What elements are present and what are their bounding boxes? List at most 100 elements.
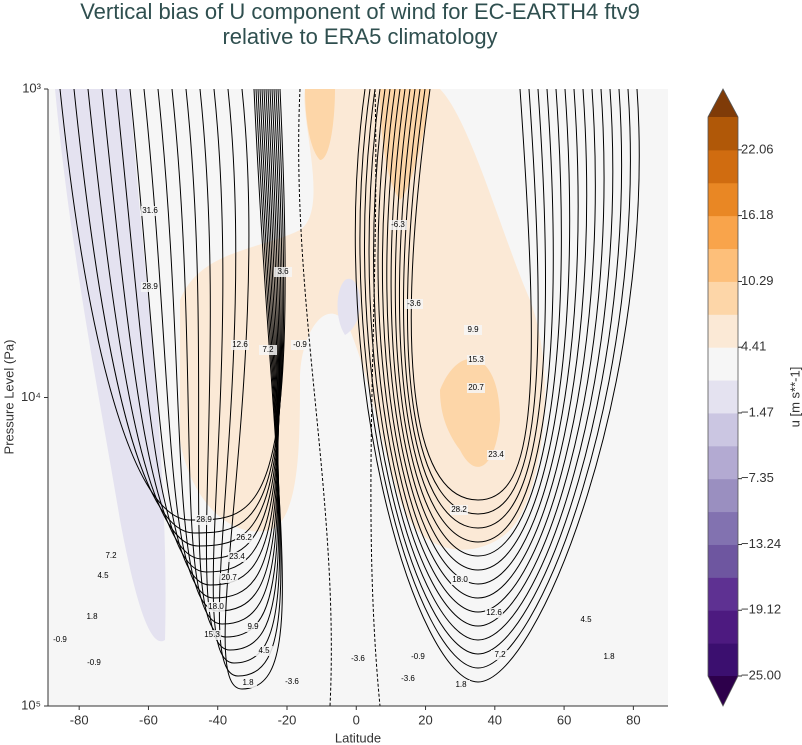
contour-label-bg bbox=[349, 654, 367, 664]
contour-label: 1.8 bbox=[242, 678, 254, 687]
colorbar-band bbox=[708, 445, 738, 480]
contour-line bbox=[370, 89, 381, 706]
contour-label: -3.6 bbox=[285, 677, 299, 686]
colorbar-extend bbox=[708, 89, 738, 117]
contour-label-bg bbox=[203, 630, 221, 640]
contour-label: 9.9 bbox=[247, 622, 259, 631]
contour-label: 23.4 bbox=[229, 552, 245, 561]
contour-label-bg bbox=[235, 533, 253, 543]
contour-line bbox=[354, 89, 640, 683]
contour-label: 28.2 bbox=[451, 505, 467, 514]
contour-line bbox=[224, 89, 283, 690]
contour-label: 12.6 bbox=[486, 608, 502, 617]
x-tick-label: 80 bbox=[626, 712, 640, 727]
x-tick-label: 20 bbox=[418, 712, 432, 727]
contour-label: 20.7 bbox=[468, 383, 484, 392]
contour-label: 1.8 bbox=[603, 652, 615, 661]
contour-label: 28.9 bbox=[142, 282, 158, 291]
contour-label-bg bbox=[220, 573, 238, 583]
colorbar-band bbox=[708, 478, 738, 513]
x-tick-label: 60 bbox=[557, 712, 571, 727]
contour-label: 7.2 bbox=[494, 650, 506, 659]
contour-label: 7.2 bbox=[105, 551, 117, 560]
x-tick-label: 0 bbox=[353, 712, 360, 727]
contour-line bbox=[359, 89, 631, 669]
contour-label: -6.3 bbox=[391, 220, 405, 229]
contour-line bbox=[373, 89, 605, 627]
contour-label: -0.9 bbox=[87, 658, 101, 667]
contour-label-bg bbox=[102, 551, 120, 561]
contour-label-bg bbox=[450, 505, 468, 515]
contour-label: -3.6 bbox=[407, 299, 421, 308]
contour-line bbox=[410, 89, 532, 501]
colorbar-tick-label: 16.18 bbox=[741, 207, 774, 222]
contour-label-bg bbox=[405, 299, 423, 309]
contour-label: 4.5 bbox=[580, 615, 592, 624]
colorbar-band bbox=[708, 149, 738, 184]
contour-label: 31.6 bbox=[142, 206, 158, 215]
positive-region bbox=[380, 89, 430, 200]
colorbar-tick-label: −7.35 bbox=[741, 470, 774, 485]
y-tick-label: 10⁴ bbox=[21, 389, 41, 404]
contour-label-bg bbox=[409, 652, 427, 662]
contour-label-bg bbox=[577, 615, 595, 625]
contour-label-bg bbox=[94, 571, 112, 581]
contour-line bbox=[398, 89, 554, 543]
colorbar-band bbox=[708, 347, 738, 381]
contour-label-bg bbox=[239, 678, 257, 688]
contour-label: -0.9 bbox=[411, 652, 425, 661]
contour-label: 15.3 bbox=[468, 355, 484, 364]
x-tick-label: -40 bbox=[208, 712, 227, 727]
chart-subtitle: relative to ERA5 climatology bbox=[222, 24, 497, 49]
colorbar-extend bbox=[708, 676, 738, 706]
colorbar-band bbox=[708, 511, 738, 545]
contour-label: -0.9 bbox=[293, 340, 307, 349]
positive-region bbox=[305, 89, 335, 160]
contour-label: 1.8 bbox=[455, 680, 467, 689]
colorbar-band bbox=[708, 577, 738, 611]
contour-label-bg bbox=[389, 220, 407, 230]
contour-label-bg bbox=[491, 650, 509, 660]
colorbar-band bbox=[708, 610, 738, 644]
x-tick-label: -60 bbox=[139, 712, 158, 727]
contour-line bbox=[368, 89, 614, 641]
contour-line bbox=[386, 89, 579, 585]
contour-label-bg bbox=[464, 325, 482, 335]
contour-label-bg bbox=[255, 646, 273, 656]
colorbar-band bbox=[708, 544, 738, 578]
colorbar-tick-label: −25.00 bbox=[741, 667, 781, 682]
contour-line bbox=[390, 89, 571, 571]
contour-label: 4.5 bbox=[258, 646, 270, 655]
contour-label: 18.0 bbox=[208, 602, 224, 611]
contour-label: 18.0 bbox=[452, 575, 468, 584]
colorbar-tick-label: 22.06 bbox=[741, 141, 774, 156]
contour-line bbox=[218, 89, 282, 677]
contour-label-bg bbox=[195, 515, 213, 525]
contour-label-bg bbox=[244, 622, 262, 632]
contour-label-bg bbox=[83, 612, 101, 622]
colorbar-band bbox=[708, 117, 738, 151]
contour-label: 26.2 bbox=[236, 533, 252, 542]
contour-line bbox=[199, 89, 280, 651]
contour-label-bg bbox=[85, 658, 103, 668]
y-tick-label: 10³ bbox=[22, 80, 41, 95]
contour-label: 3.6 bbox=[277, 267, 289, 276]
chart-title: Vertical bias of U component of wind for… bbox=[80, 0, 640, 24]
colorbar-band bbox=[708, 248, 738, 282]
contour-label-bg bbox=[452, 680, 470, 690]
contour-label-bg bbox=[283, 677, 301, 687]
colorbar-label: u [m s**-1] bbox=[787, 367, 802, 428]
contour-label-bg bbox=[259, 345, 277, 355]
contour-line bbox=[403, 89, 546, 529]
field bbox=[48, 89, 668, 706]
negative-region bbox=[55, 89, 166, 642]
colorbar-tick-label: −1.47 bbox=[741, 404, 774, 419]
colorbar-band bbox=[708, 182, 738, 217]
contour-label-bg bbox=[485, 608, 503, 618]
colorbar-tick-label: −13.24 bbox=[741, 536, 781, 551]
x-axis-label: Latitude bbox=[335, 730, 381, 745]
y-tick-label: 10⁵ bbox=[21, 697, 41, 712]
colorbar-tick-label: 10.29 bbox=[741, 273, 774, 288]
contour-label-bg bbox=[231, 340, 249, 350]
contour-label-bg bbox=[451, 575, 469, 585]
